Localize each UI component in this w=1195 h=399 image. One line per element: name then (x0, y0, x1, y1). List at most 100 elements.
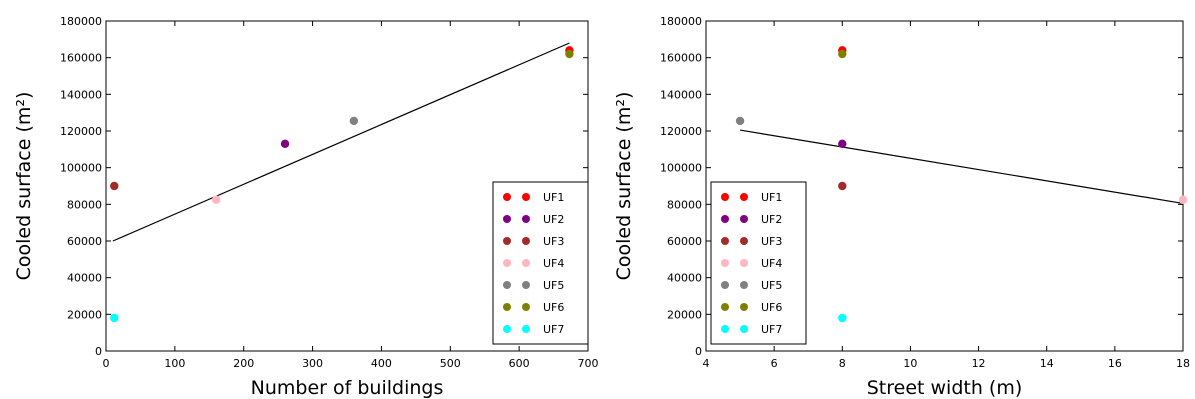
y-tick-label: 80000 (67, 198, 102, 211)
legend-label-uf1: UF1 (543, 191, 564, 204)
legend-label-uf5: UF5 (543, 279, 564, 292)
legend-marker (503, 325, 511, 333)
legend-marker (522, 325, 530, 333)
legend-marker (740, 325, 748, 333)
y-tick-label: 40000 (667, 272, 702, 285)
legend-label-uf1: UF1 (761, 191, 782, 204)
legend-marker (721, 193, 729, 201)
chart-panel-2: 4 6 8 10 12 14 16 18 0 20000 40000 60000 80000 100000… (613, 15, 1190, 399)
x-tick-label: 700 (578, 357, 599, 370)
legend-marker (503, 281, 511, 289)
legend-label-uf7: UF7 (761, 323, 782, 336)
x-tick-label: 12 (972, 357, 986, 370)
plot-frame (705, 20, 1184, 352)
legend-marker (522, 281, 530, 289)
data-point-uf6 (838, 49, 847, 59)
data-point-uf7 (110, 313, 119, 323)
x-tick-label: 600 (509, 357, 530, 370)
x-tick-label: 100 (164, 357, 185, 370)
x-tick-label: 16 (1108, 357, 1122, 370)
y-tick-label: 100000 (60, 162, 102, 175)
y-tick-label: 40000 (67, 272, 102, 285)
legend-marker (740, 281, 748, 289)
legend-marker (503, 259, 511, 267)
legend-marker (503, 303, 511, 311)
x-tick-label: 14 (1040, 357, 1054, 370)
x-tick-label: 10 (903, 357, 917, 370)
legend-label-uf3: UF3 (543, 235, 564, 248)
legend-label-uf6: UF6 (761, 301, 782, 314)
legend-marker (522, 193, 530, 201)
y-tick-label: 180000 (660, 15, 702, 28)
x-tick-label: 0 (103, 357, 110, 370)
x-tick-label: 500 (440, 357, 461, 370)
legend-label-uf4: UF4 (543, 257, 564, 270)
data-point-uf5 (349, 116, 359, 126)
y-tick-label: 80000 (667, 198, 702, 211)
legend-label-uf4: UF4 (761, 257, 782, 270)
legend-marker (740, 215, 748, 223)
legend-marker (740, 303, 748, 311)
data-point-uf4 (211, 195, 221, 204)
legend-label-uf2: UF2 (761, 213, 782, 226)
y-tick-label: 120000 (60, 125, 102, 138)
data-point-uf3 (838, 181, 847, 191)
legend-marker (721, 215, 729, 223)
y-tick-label: 140000 (60, 88, 102, 101)
legend-marker (740, 259, 748, 267)
y-tick-label: 160000 (660, 52, 702, 65)
data-point-uf7 (838, 313, 847, 323)
y-tick-label: 60000 (667, 235, 702, 248)
data-point-uf6 (565, 49, 574, 59)
y-tick-label: 140000 (660, 88, 702, 101)
legend-label-uf6: UF6 (543, 301, 564, 314)
legend-marker (721, 325, 729, 333)
legend-marker (740, 193, 748, 201)
y-tick-label: 0 (695, 345, 702, 358)
legend-marker (503, 193, 511, 201)
y-tick-label: 0 (95, 345, 102, 358)
data-point-uf5 (735, 116, 745, 126)
trend-line (739, 129, 1184, 205)
y-tick-label: 120000 (660, 125, 702, 138)
legend-label-uf5: UF5 (761, 279, 782, 292)
legend-marker (503, 215, 511, 223)
x-tick-label: 400 (371, 357, 392, 370)
data-point-uf2 (280, 139, 290, 149)
legend-marker (740, 237, 748, 245)
data-point-uf3 (110, 181, 119, 191)
y-tick-label: 20000 (667, 308, 702, 321)
x-axis-label: Street width (m) (867, 377, 1023, 399)
x-tick-label: 8 (839, 357, 846, 370)
legend-marker (522, 303, 530, 311)
x-tick-label: 4 (703, 357, 710, 370)
y-axis-label: Cooled surface (m²) (613, 92, 635, 281)
data-point-uf4 (1178, 195, 1188, 204)
y-tick-label: 180000 (60, 15, 102, 28)
legend-label-uf3: UF3 (761, 235, 782, 248)
y-tick-label: 100000 (660, 162, 702, 175)
y-axis-label: Cooled surface (m²) (13, 92, 35, 281)
legend-marker (721, 237, 729, 245)
legend-label-uf2: UF2 (543, 213, 564, 226)
y-tick-label: 20000 (67, 308, 102, 321)
legend-label-uf7: UF7 (543, 323, 564, 336)
x-axis-label: Number of buildings (251, 377, 444, 399)
x-tick-label: 6 (771, 357, 778, 370)
chart-panel-1: 0 100 200 300 400 500 600 700 0 20000 40000 60000 80… (13, 15, 599, 399)
trend-line (112, 42, 570, 242)
x-tick-label: 300 (302, 357, 323, 370)
legend-marker (522, 237, 530, 245)
legend-marker (721, 303, 729, 311)
legend-marker (503, 237, 511, 245)
data-point-uf2 (838, 139, 847, 149)
legend-marker (522, 215, 530, 223)
y-tick-label: 160000 (60, 52, 102, 65)
legend: UF1 UF2 UF3 UF4 UF5 UF6 UF7 (710, 181, 807, 345)
y-tick-label: 60000 (67, 235, 102, 248)
x-tick-label: 18 (1176, 357, 1190, 370)
legend: UF1 UF2 UF3 UF4 UF5 UF6 UF7 (492, 181, 589, 345)
legend-marker (522, 259, 530, 267)
legend-marker (721, 281, 729, 289)
